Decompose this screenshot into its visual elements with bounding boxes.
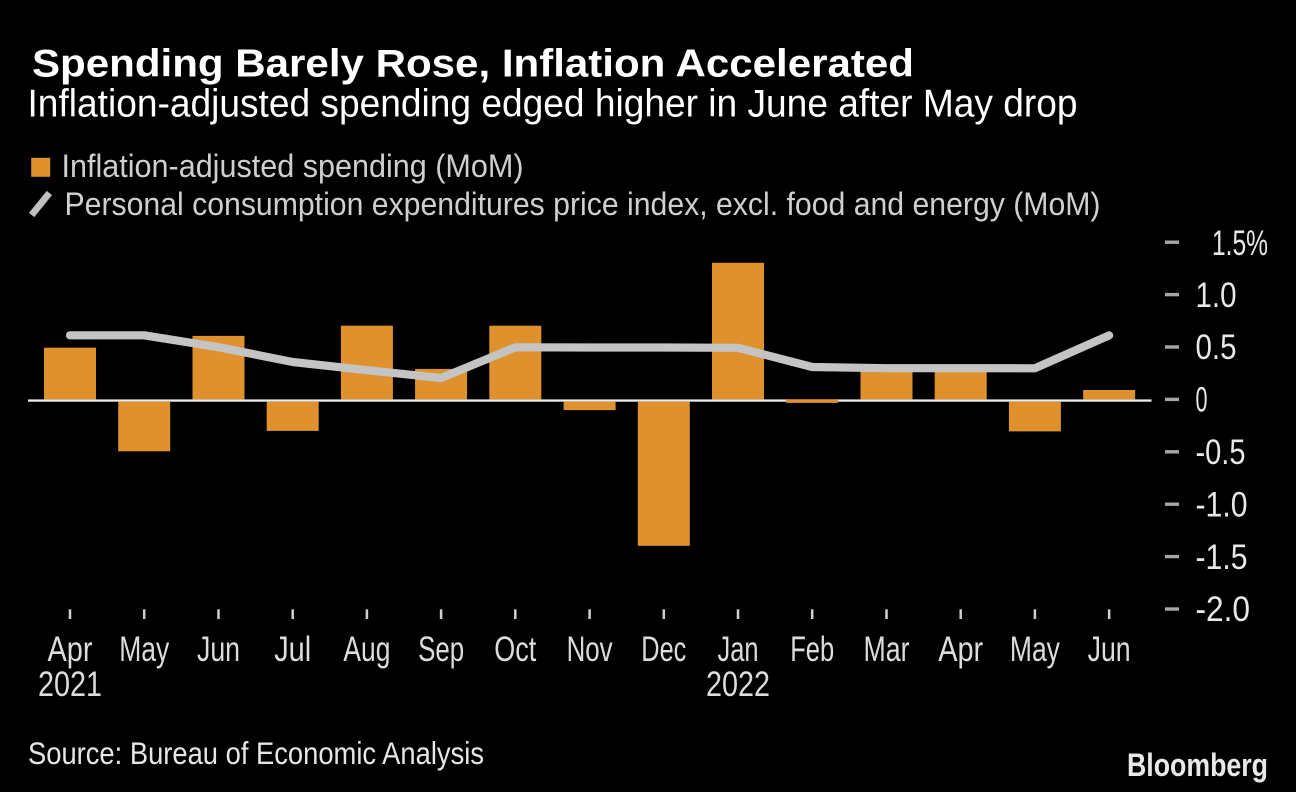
svg-text:-1.0: -1.0: [1196, 485, 1248, 524]
svg-text:1.0: 1.0: [1196, 276, 1237, 315]
svg-text:Spending Barely Rose, Inflatio: Spending Barely Rose, Inflation Accelera…: [32, 42, 914, 86]
svg-text:Dec: Dec: [641, 630, 686, 669]
svg-text:0.5: 0.5: [1196, 328, 1237, 367]
svg-text:Oct: Oct: [494, 630, 536, 669]
svg-text:-0.5: -0.5: [1196, 433, 1246, 472]
svg-text:2021: 2021: [38, 665, 102, 704]
svg-text:Jan: Jan: [718, 630, 759, 669]
svg-text:1.5%: 1.5%: [1212, 224, 1268, 263]
svg-text:Sep: Sep: [418, 630, 464, 669]
svg-text:2022: 2022: [706, 665, 770, 704]
svg-text:Feb: Feb: [790, 630, 834, 669]
svg-text:Apr: Apr: [48, 630, 93, 669]
svg-text:Inflation-adjusted spending ed: Inflation-adjusted spending edged higher…: [28, 82, 1078, 126]
svg-text:Jun: Jun: [1088, 630, 1131, 669]
svg-text:-2.0: -2.0: [1196, 590, 1251, 629]
svg-text:Jun: Jun: [197, 630, 240, 669]
svg-text:Apr: Apr: [938, 630, 983, 669]
svg-text:Aug: Aug: [343, 630, 390, 669]
svg-text:0: 0: [1196, 381, 1208, 420]
svg-text:Bloomberg: Bloomberg: [1127, 747, 1268, 783]
svg-text:May: May: [119, 630, 169, 669]
svg-text:Inflation-adjusted spending (M: Inflation-adjusted spending (MoM): [62, 148, 524, 184]
svg-text:-1.5: -1.5: [1196, 538, 1248, 577]
svg-text:May: May: [1010, 630, 1060, 669]
svg-text:Jul: Jul: [274, 630, 311, 669]
svg-text:Mar: Mar: [864, 630, 910, 669]
svg-text:Source: Bureau of Economic Ana: Source: Bureau of Economic Analysis: [28, 736, 484, 771]
svg-text:Nov: Nov: [567, 630, 613, 669]
svg-text:Personal consumption expenditu: Personal consumption expenditures price …: [65, 186, 1101, 222]
